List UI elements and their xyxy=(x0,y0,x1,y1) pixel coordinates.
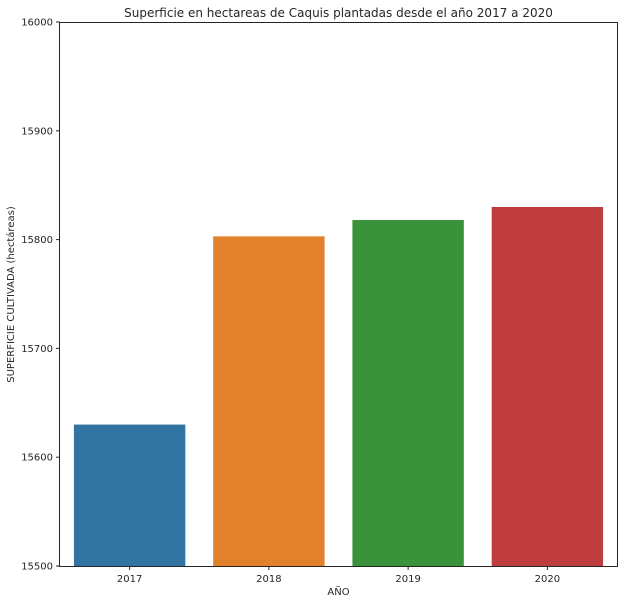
bar-2019 xyxy=(352,220,464,567)
x-tick-label: 2020 xyxy=(535,574,560,585)
y-tick-label: 16000 xyxy=(21,18,53,29)
y-tick-label: 15500 xyxy=(21,562,53,573)
bar-2017 xyxy=(73,424,186,566)
x-axis-label: AÑO xyxy=(327,585,349,598)
bar-2018 xyxy=(213,236,325,566)
y-tick-label: 15800 xyxy=(21,235,53,246)
bars-group xyxy=(73,206,604,567)
chart-title: Superficie en hectareas de Caquis planta… xyxy=(124,6,553,20)
bar-2020 xyxy=(491,206,604,566)
y-axis-label: SUPERFICIE CULTIVADA (hectáreas) xyxy=(5,206,17,383)
y-tick-label: 15900 xyxy=(21,126,53,137)
x-tick-label: 2017 xyxy=(117,574,142,585)
plot-frame xyxy=(59,22,618,567)
y-tick-label: 15700 xyxy=(21,344,53,355)
y-axis-ticks: 15500 15600 15700 15800 15900 16000 xyxy=(21,18,60,573)
x-tick-label: 2018 xyxy=(256,574,281,585)
y-tick-label: 15600 xyxy=(21,453,53,464)
x-tick-label: 2019 xyxy=(395,574,420,585)
